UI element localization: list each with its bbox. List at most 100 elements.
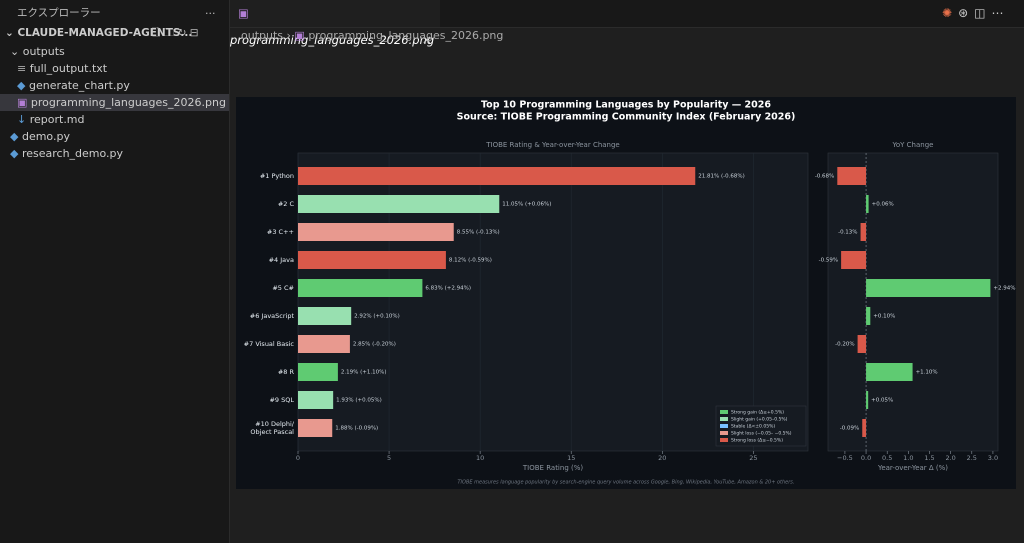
bar [298,167,696,185]
bar [866,279,991,297]
tree-row[interactable]: ▣ programming_languages_2026.png [0,94,229,111]
bar [298,195,500,213]
panel-title: YoY Change [892,141,934,149]
y-tick-label: #1 Python [260,172,294,180]
x-tick-label: 5 [387,454,391,462]
value-label: 2.85% (-0.20%) [353,342,396,348]
value-label: 6.83% (+2.94%) [425,286,471,292]
x-tick-label: −0.5 [837,454,853,462]
bar [866,391,869,409]
bar [866,195,869,213]
sidebar: エクスプローラー ··· ⌄ CLAUDE-MANAGED-AGENTS... … [0,0,230,543]
legend-label: Stable (Δ<±0.05%) [731,424,775,430]
legend-label: Strong gain (Δ≥+0.5%) [731,410,784,416]
more-button[interactable]: ··· [205,7,216,20]
tree-row[interactable]: ⌄ outputs [10,45,65,58]
bar [862,419,867,437]
value-label: 2.19% (+1.10%) [341,370,387,376]
file-label: report.md [29,113,85,126]
x-axis-label: TIOBE Rating (%) [522,464,583,472]
y-tick-label: #8 R [278,368,295,376]
x-tick-label: 1.5 [924,454,934,462]
tree-row[interactable]: ≡ full_output.txt [17,62,108,75]
tree-row[interactable]: ◆ demo.py [10,130,70,143]
bar [837,167,867,185]
bar [298,419,333,437]
value-label: -0.20% [835,342,854,348]
y-tick-label: #5 C# [272,284,294,292]
x-tick-label: 0.5 [882,454,892,462]
legend-swatch [720,417,728,421]
value-label: -0.09% [840,426,859,432]
y-tick-label: #2 C [278,200,295,208]
bar [866,307,871,325]
plot-area [827,152,999,452]
x-axis-label: Year-over-Year Δ (%) [877,464,948,472]
file-label: programming_languages_2026.png [30,96,226,109]
legend-swatch [720,431,728,435]
bar [298,307,352,325]
bar [857,335,867,353]
legend-label: Strong loss (Δ≤−0.5%) [731,438,783,444]
y-tick-label: #6 JavaScript [250,312,295,320]
value-label: -0.59% [819,258,838,264]
root-row[interactable]: ⌄ CLAUDE-MANAGED-AGENTS... 🗋 🗀 ↻ ⊟ [5,27,199,39]
toolbar-icons[interactable]: ✺⊛◫⋯ [942,6,1010,20]
value-label: 21.81% (-0.68%) [698,174,744,180]
crumb[interactable]: outputs [241,29,284,42]
x-tick-label: 3.0 [988,454,998,462]
legend-label: Slight loss (−0.05– −0.5%) [731,431,792,437]
x-tick-label: 0.0 [861,454,871,462]
value-label: +0.10% [873,314,895,320]
legend-swatch [720,438,728,442]
value-label: 2.92% (+0.10%) [354,314,400,320]
y-tick-label: #9 SQL [269,396,294,404]
file-label: generate_chart.py [28,79,130,92]
value-label: 8.55% (-0.13%) [457,230,500,236]
tab-label: programming_languages_2026.png [230,33,435,47]
x-tick-label: 2.5 [967,454,977,462]
folder-label: outputs [22,45,65,58]
panel-title: TIOBE Rating & Year-over-Year Change [485,141,620,149]
y-tick-label: #10 Delphi/Object Pascal [250,420,294,436]
x-tick-label: 25 [749,454,757,462]
value-label: 11.05% (+0.06%) [502,202,551,208]
x-tick-label: 20 [658,454,666,462]
breadcrumb: outputs › ▣ programming_languages_2026.p… [241,29,504,42]
value-label: +2.94% [993,286,1015,292]
file-label: research_demo.py [21,147,124,160]
tree-row[interactable]: ↓ report.md [17,113,85,126]
value-label: 1.93% (+0.05%) [336,398,382,404]
explorer-title: エクスプローラー [17,7,101,19]
value-label: -0.68% [815,174,834,180]
bar [298,391,334,409]
value-label: 8.12% (-0.59%) [449,258,492,264]
value-label: +1.10% [916,370,938,376]
chart-image: Top 10 Programming Languages by Populari… [236,97,1016,489]
bar [841,251,867,269]
tree-row[interactable]: ◆ generate_chart.py [17,79,130,92]
legend-box [715,405,807,447]
bar [866,363,913,381]
x-tick-label: 10 [476,454,484,462]
bar [860,223,867,241]
x-tick-label: 15 [567,454,575,462]
tree-row[interactable]: ◆ research_demo.py [10,147,124,160]
file-label: full_output.txt [29,62,108,75]
value-label: +0.05% [871,398,893,404]
bar [298,223,454,241]
y-tick-label: #4 Java [269,256,294,264]
value-label: +0.06% [872,202,894,208]
bar [298,279,423,297]
y-tick-label: #7 Visual Basic [244,340,295,348]
crumb[interactable]: programming_languages_2026.png [308,29,504,42]
legend-label: Slight gain (+0.05–0.5%) [731,417,788,423]
figure-subtitle: Source: TIOBE Programming Community Inde… [457,112,796,123]
tab[interactable]: ▣ programming_languages_2026.png ✕ [230,0,440,47]
x-tick-label: 2.0 [945,454,955,462]
value-label: 1.88% (-0.09%) [335,426,378,432]
tab-bar: ▣ programming_languages_2026.png ✕ ✺⊛◫⋯ [230,0,1024,47]
root-label: CLAUDE-MANAGED-AGENTS... [17,27,193,39]
legend-swatch [720,410,728,414]
x-tick-label: 0 [296,454,300,462]
